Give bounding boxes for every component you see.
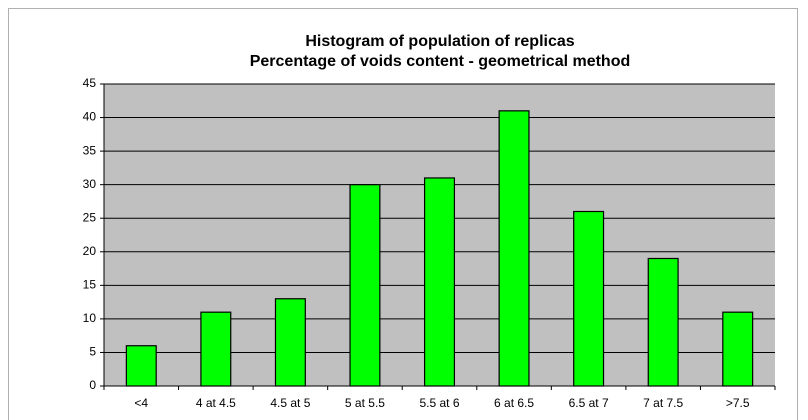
y-tick-label: 40 bbox=[83, 110, 97, 124]
bar bbox=[200, 311, 232, 387]
x-tick-label: 5.5 at 6 bbox=[419, 396, 459, 410]
x-tick-label: 4.5 at 5 bbox=[270, 396, 310, 410]
x-tick-label: 4 at 4.5 bbox=[196, 396, 236, 410]
x-tick-label: 6.5 at 7 bbox=[569, 396, 609, 410]
y-tick-label: 20 bbox=[83, 244, 97, 258]
x-tick-label: 5 at 5.5 bbox=[345, 396, 385, 410]
x-tick-label: 7 at 7.5 bbox=[643, 396, 683, 410]
bar bbox=[647, 257, 679, 387]
x-tick-label: <4 bbox=[134, 396, 148, 410]
y-tick-label: 35 bbox=[83, 143, 97, 157]
bar bbox=[722, 311, 754, 387]
bar bbox=[274, 298, 306, 387]
chart-subtitle: Percentage of voids content - geometrica… bbox=[250, 53, 631, 70]
bar bbox=[573, 210, 605, 387]
bar bbox=[349, 184, 381, 387]
y-tick-label: 5 bbox=[89, 345, 96, 359]
y-tick-label: 30 bbox=[83, 177, 97, 191]
chart-title: Histogram of population of replicas bbox=[305, 33, 574, 50]
bar bbox=[125, 345, 157, 387]
bar bbox=[498, 110, 530, 387]
y-tick-label: 15 bbox=[83, 278, 97, 292]
y-tick-label: 10 bbox=[83, 311, 97, 325]
y-tick-label: 0 bbox=[89, 378, 96, 392]
y-tick-label: 25 bbox=[83, 210, 97, 224]
x-tick-label: >7.5 bbox=[726, 396, 750, 410]
y-tick-label: 45 bbox=[83, 76, 97, 90]
bar bbox=[423, 177, 456, 387]
x-tick-label: 6 at 6.5 bbox=[494, 396, 534, 410]
